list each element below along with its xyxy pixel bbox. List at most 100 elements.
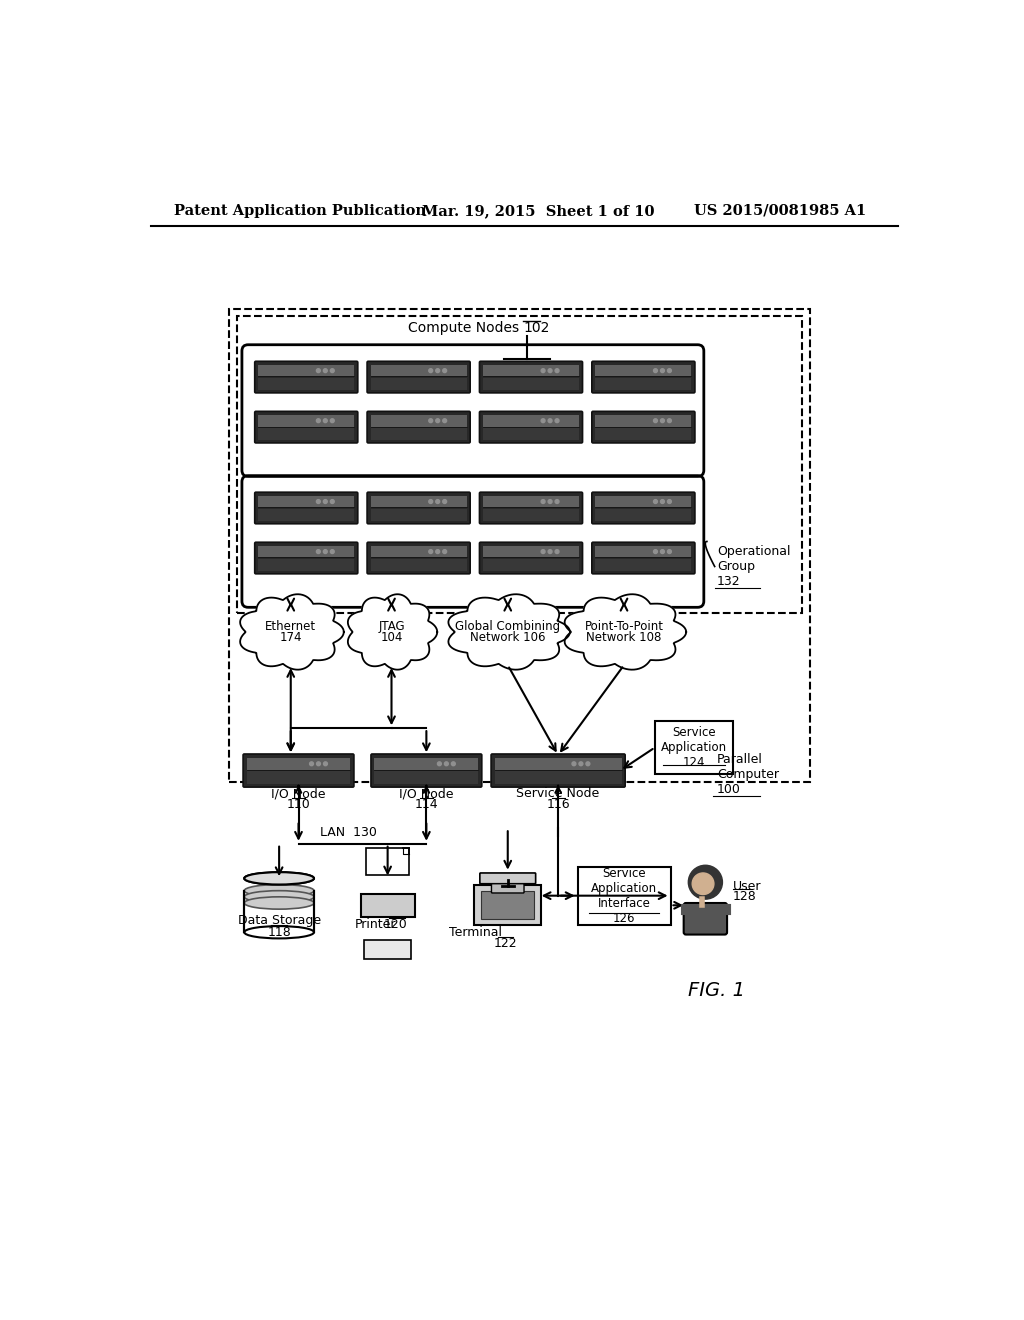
Bar [595, 416, 691, 426]
Ellipse shape [245, 891, 314, 903]
Text: Mar. 19, 2015  Sheet 1 of 10: Mar. 19, 2015 Sheet 1 of 10 [423, 203, 655, 218]
Bar [258, 496, 354, 507]
Circle shape [660, 549, 665, 553]
Ellipse shape [245, 884, 314, 896]
Bar [595, 508, 691, 521]
Bar [258, 508, 354, 521]
Text: Service
Application
124: Service Application 124 [660, 726, 727, 770]
FancyBboxPatch shape [474, 886, 541, 925]
Circle shape [324, 549, 328, 553]
Circle shape [668, 368, 672, 372]
FancyBboxPatch shape [255, 543, 357, 574]
Text: Service Node: Service Node [516, 787, 600, 800]
Bar [375, 758, 478, 770]
Circle shape [579, 762, 583, 766]
Text: I/O Node: I/O Node [271, 787, 326, 800]
Text: Terminal: Terminal [449, 925, 502, 939]
Circle shape [660, 499, 665, 503]
Bar [483, 508, 579, 521]
Circle shape [548, 499, 552, 503]
Polygon shape [564, 594, 686, 669]
Circle shape [324, 762, 328, 766]
Polygon shape [449, 594, 570, 669]
Circle shape [668, 499, 672, 503]
Circle shape [331, 368, 334, 372]
Circle shape [442, 368, 446, 372]
Ellipse shape [245, 873, 314, 884]
Bar [371, 546, 467, 557]
Text: 120: 120 [384, 917, 408, 931]
Bar [371, 496, 467, 507]
FancyBboxPatch shape [367, 412, 470, 444]
Bar [495, 771, 622, 784]
Circle shape [316, 418, 321, 422]
Bar [245, 891, 314, 932]
Circle shape [692, 873, 714, 895]
Bar [258, 428, 354, 441]
Circle shape [324, 499, 328, 503]
Bar [371, 416, 467, 426]
Circle shape [555, 499, 559, 503]
Bar [483, 416, 579, 426]
Bar [578, 867, 671, 924]
Circle shape [331, 499, 334, 503]
Bar [595, 558, 691, 572]
Circle shape [331, 549, 334, 553]
Bar [595, 428, 691, 441]
Text: JTAG: JTAG [378, 620, 404, 634]
Circle shape [316, 549, 321, 553]
FancyBboxPatch shape [371, 754, 481, 787]
FancyBboxPatch shape [367, 362, 470, 393]
Polygon shape [240, 594, 344, 669]
Text: Printer: Printer [355, 917, 396, 931]
Text: Compute Nodes: Compute Nodes [408, 321, 523, 335]
Circle shape [541, 368, 545, 372]
FancyBboxPatch shape [684, 903, 727, 935]
Circle shape [660, 418, 665, 422]
Circle shape [548, 368, 552, 372]
Bar [258, 416, 354, 426]
Text: Network 108: Network 108 [587, 631, 662, 644]
FancyBboxPatch shape [592, 492, 695, 524]
FancyBboxPatch shape [492, 884, 524, 892]
Bar [655, 721, 732, 775]
Circle shape [442, 418, 446, 422]
Circle shape [436, 418, 439, 422]
Bar [595, 366, 691, 376]
Bar [495, 758, 622, 770]
FancyBboxPatch shape [492, 754, 626, 787]
Circle shape [316, 499, 321, 503]
Circle shape [555, 418, 559, 422]
FancyBboxPatch shape [592, 543, 695, 574]
FancyBboxPatch shape [592, 362, 695, 393]
Bar [371, 508, 467, 521]
Bar [258, 558, 354, 572]
Circle shape [541, 499, 545, 503]
Text: Network 106: Network 106 [470, 631, 546, 644]
Ellipse shape [245, 896, 314, 909]
Text: 118: 118 [267, 925, 291, 939]
Circle shape [555, 368, 559, 372]
FancyBboxPatch shape [255, 362, 357, 393]
Text: 110: 110 [287, 797, 310, 810]
Circle shape [653, 418, 657, 422]
Circle shape [541, 418, 545, 422]
Bar [371, 378, 467, 391]
Bar [237, 317, 802, 612]
Circle shape [331, 418, 334, 422]
Circle shape [429, 418, 433, 422]
Circle shape [444, 762, 449, 766]
Bar [258, 378, 354, 391]
Circle shape [437, 762, 441, 766]
Bar [483, 558, 579, 572]
FancyBboxPatch shape [479, 412, 583, 444]
Bar [258, 366, 354, 376]
Bar [483, 546, 579, 557]
FancyBboxPatch shape [367, 847, 409, 875]
Circle shape [429, 549, 433, 553]
FancyBboxPatch shape [367, 492, 470, 524]
Text: Global Combining: Global Combining [456, 620, 560, 634]
Circle shape [668, 418, 672, 422]
FancyBboxPatch shape [360, 894, 415, 917]
Circle shape [653, 549, 657, 553]
